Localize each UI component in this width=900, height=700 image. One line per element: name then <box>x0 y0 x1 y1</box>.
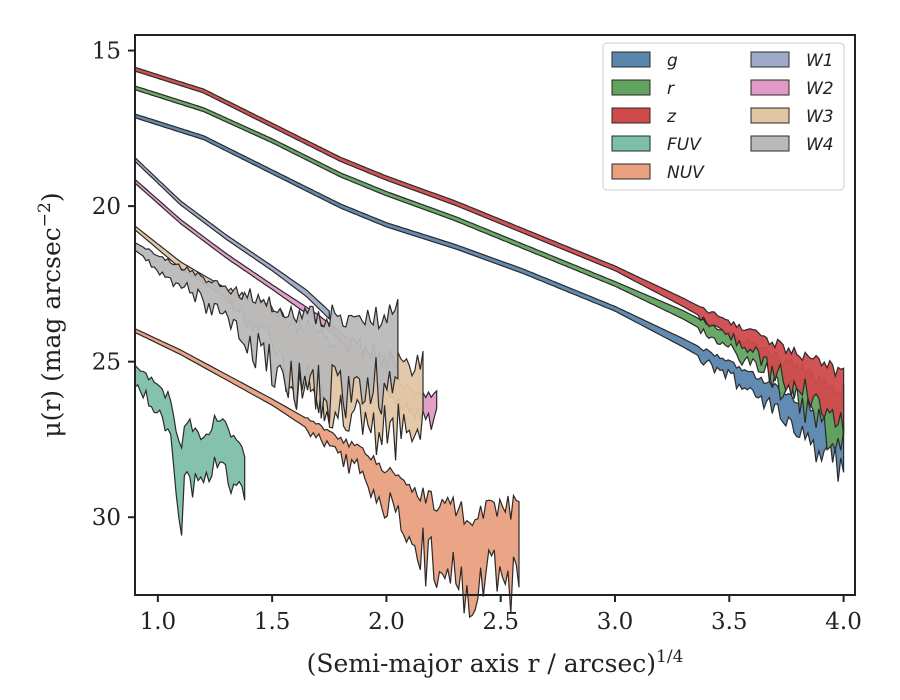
legend-swatch-z <box>611 107 651 124</box>
legend-swatch-w2 <box>750 79 790 96</box>
y-axis-label: μ(r) (mag arcsec−2) <box>35 192 66 437</box>
band-fuv <box>134 363 246 536</box>
x-tick-label: 3.0 <box>597 609 634 635</box>
legend-swatch-r <box>611 79 651 96</box>
legend: grz FUV NUV W1 W2 W3 W4 <box>602 42 845 191</box>
band-g <box>134 113 845 482</box>
x-tick-label: 3.5 <box>711 609 748 635</box>
legend-label-z: z <box>666 107 677 127</box>
legend-label-g: g <box>667 51 678 71</box>
legend-swatch-nuv <box>611 163 651 180</box>
band-nuv <box>134 327 520 619</box>
legend-label-w3: W3 <box>806 107 834 127</box>
legend-label-w1: W1 <box>806 51 834 71</box>
legend-label-nuv: NUV <box>667 163 705 183</box>
legend-swatch-w1 <box>750 51 790 68</box>
y-tick-label: 15 <box>92 39 121 65</box>
x-tick-label: 1.5 <box>254 609 291 635</box>
legend-swatch-w3 <box>750 107 790 124</box>
y-tick-label: 20 <box>92 194 121 220</box>
legend-swatch-w4 <box>750 135 790 152</box>
x-tick-label: 4.0 <box>825 609 862 635</box>
plot-frame <box>134 34 856 596</box>
legend-swatch-g <box>611 51 651 68</box>
band-w1 <box>134 156 330 321</box>
x-tick-label: 2.5 <box>482 609 519 635</box>
legend-label-fuv: FUV <box>667 135 702 155</box>
x-tick-label: 1.0 <box>140 609 177 635</box>
series-bands <box>134 66 845 619</box>
y-tick-label: 30 <box>92 505 121 531</box>
y-axis-ticks: 15 20 25 30 <box>92 39 135 531</box>
legend-label-w2: W2 <box>806 79 834 99</box>
x-axis-ticks: 1.0 1.5 2.0 2.5 3.0 3.5 4.0 <box>140 595 862 635</box>
x-tick-label: 2.0 <box>368 609 405 635</box>
x-axis-label: (Semi-major axis r / arcsec)1/4 <box>307 647 684 678</box>
legend-label-r: r <box>667 79 675 99</box>
legend-label-w4: W4 <box>806 135 834 155</box>
y-tick-label: 25 <box>92 350 121 376</box>
band-w4 <box>134 241 399 424</box>
band-z <box>134 66 845 435</box>
band-w2 <box>134 178 438 430</box>
legend-swatch-fuv <box>611 135 651 152</box>
